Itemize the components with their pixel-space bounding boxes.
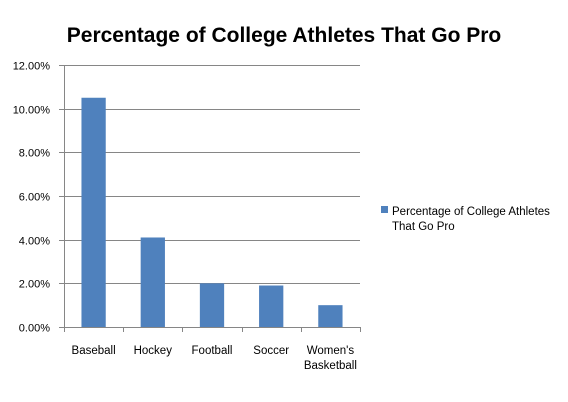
x-category-label: Soccer [253,345,289,357]
y-tick-label: 2.00% [19,279,50,291]
x-category-label: Football [192,345,233,357]
legend-swatch [381,206,388,213]
y-tick-labels: 0.00% 2.00% 4.00% 6.00% 8.00% 10.00% 12.00% [13,61,51,335]
x-category-labels: Baseball Hockey Football Soccer Women's Baske… [72,345,357,372]
y-tick-label: 0.00% [19,323,50,335]
chart-title: Percentage of College Athletes That Go P… [67,24,501,47]
grid [64,65,360,284]
y-tick-label: 8.00% [19,148,50,160]
axes [59,65,361,332]
bar [140,237,165,327]
bar [81,97,106,327]
y-tick-label: 4.00% [19,236,50,248]
x-category-label: Baseball [72,345,116,357]
x-category-label: Women's Basketball [304,345,357,372]
x-category-label: Hockey [134,345,173,357]
legend: Percentage of College Athletes That Go Pr… [381,206,550,233]
bar [318,305,343,327]
y-tick-label: 6.00% [19,192,50,204]
legend-label: Percentage of College Athletes That Go Pr… [392,206,550,233]
y-tick-label: 12.00% [13,61,51,73]
bars [81,97,343,327]
y-tick-label: 10.00% [13,105,51,117]
bar [199,283,225,327]
bar [259,285,284,327]
